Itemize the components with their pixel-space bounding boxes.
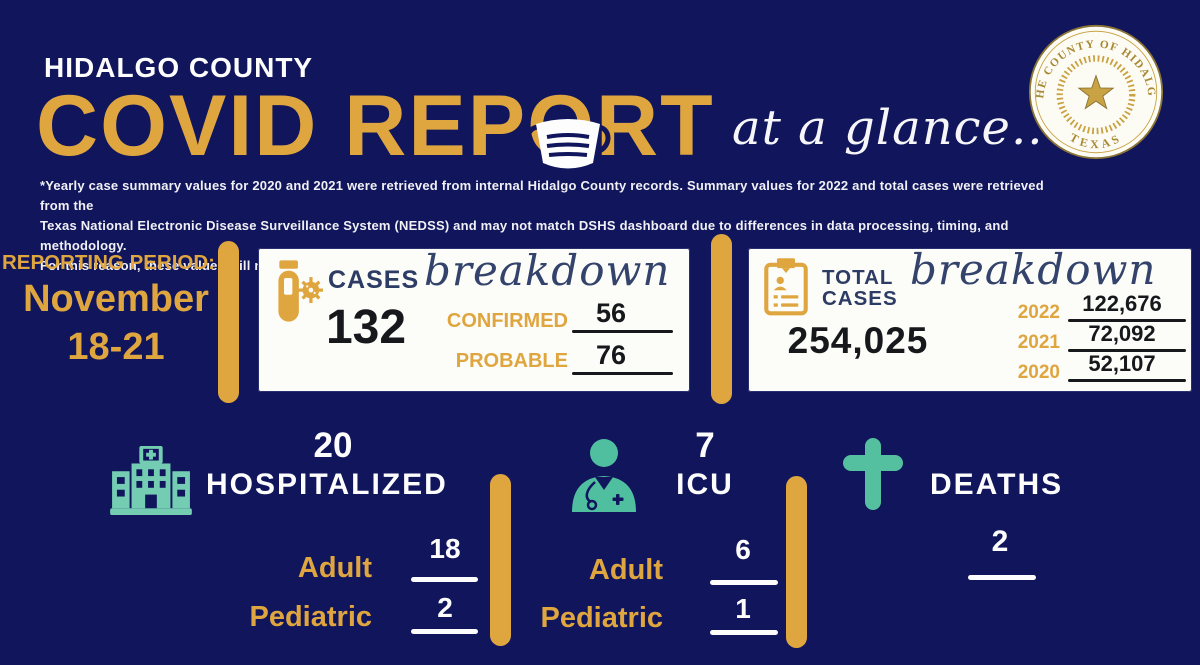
probable-label: PROBABLE: [455, 350, 568, 372]
texas-star-icon: [1077, 74, 1115, 110]
underline: [710, 580, 778, 585]
hospitalized-pediatric-label: Pediatric: [249, 601, 373, 633]
clipboard-report-icon: [764, 258, 808, 316]
cross-icon: [843, 438, 903, 510]
totals-breakdown-script: breakdown: [910, 245, 1157, 294]
underline: [572, 330, 673, 333]
underline: [1068, 379, 1186, 382]
underline: [1068, 349, 1186, 352]
divider-bar: [786, 476, 807, 648]
probable-value: 76: [595, 340, 627, 370]
icu-pediatric-value: 1: [735, 593, 751, 624]
reporting-period-month: November: [23, 278, 209, 320]
doctor-icon: [572, 439, 636, 512]
underline: [710, 630, 778, 635]
disclaimer-line-1: *Yearly case summary values for 2020 and…: [40, 178, 1044, 213]
hospitalized-adult-value: 18: [429, 533, 461, 564]
reporting-period-label: REPORTING PERIOD:: [2, 251, 215, 274]
icu-label: ICU: [676, 468, 734, 501]
divider-bar: [711, 234, 732, 404]
totals-heading-2: CASES: [822, 287, 898, 310]
year-2021-value: 72,092: [1088, 321, 1156, 346]
hospital-building-icon: [110, 445, 192, 516]
year-2022-value: 122,676: [1082, 291, 1162, 316]
disclaimer-line-2: Texas National Electronic Disease Survei…: [40, 218, 1009, 253]
deaths-label: DEATHS: [930, 468, 1064, 501]
divider-bar: [490, 474, 511, 646]
icu-pediatric-label: Pediatric: [540, 602, 664, 634]
icu-count: 7: [695, 426, 715, 465]
confirmed-value: 56: [595, 298, 627, 328]
test-tube-virus-icon: [278, 260, 323, 322]
cases-breakdown-script: breakdown: [424, 246, 671, 295]
underline: [1068, 319, 1186, 322]
underline: [411, 577, 478, 582]
icu-adult-label: Adult: [588, 554, 663, 586]
tagline: at a glance..: [732, 100, 1044, 156]
county-title: HIDALGO COUNTY: [44, 52, 314, 83]
hospitalized-pediatric-value: 2: [437, 592, 453, 623]
hospitalized-adult-label: Adult: [297, 552, 372, 584]
cases-breakdown-card: CASES breakdown 132 CONFIRMED 56 PROBABL…: [258, 246, 690, 392]
underline: [572, 372, 673, 375]
icu-adult-value: 6: [735, 534, 751, 565]
underline: [968, 575, 1036, 580]
deaths-value: 2: [991, 525, 1009, 558]
year-2021-label: 2021: [1017, 332, 1060, 353]
year-2022-label: 2022: [1017, 302, 1060, 323]
laurel-wreath: [1056, 55, 1136, 135]
hospitalized-label: HOSPITALIZED: [206, 468, 448, 501]
cases-total-value: 132: [325, 301, 407, 354]
divider-bar: [218, 241, 239, 403]
cases-heading: CASES: [328, 266, 420, 294]
confirmed-label: CONFIRMED: [446, 310, 568, 332]
reporting-period-days: 18-21: [67, 326, 165, 368]
totals-heading-1: TOTAL: [822, 266, 894, 289]
year-2020-label: 2020: [1017, 362, 1060, 383]
face-mask-icon: [525, 119, 611, 169]
total-cases-card: TOTAL CASES breakdown 254,025 2022 122,6…: [748, 245, 1192, 392]
year-2020-value: 52,107: [1088, 351, 1156, 376]
underline: [411, 629, 478, 634]
county-seal: THE COUNTY OF HIDALGO TEXAS: [1028, 24, 1164, 160]
hospitalized-count: 20: [313, 426, 353, 465]
total-cases-value: 254,025: [787, 320, 929, 361]
